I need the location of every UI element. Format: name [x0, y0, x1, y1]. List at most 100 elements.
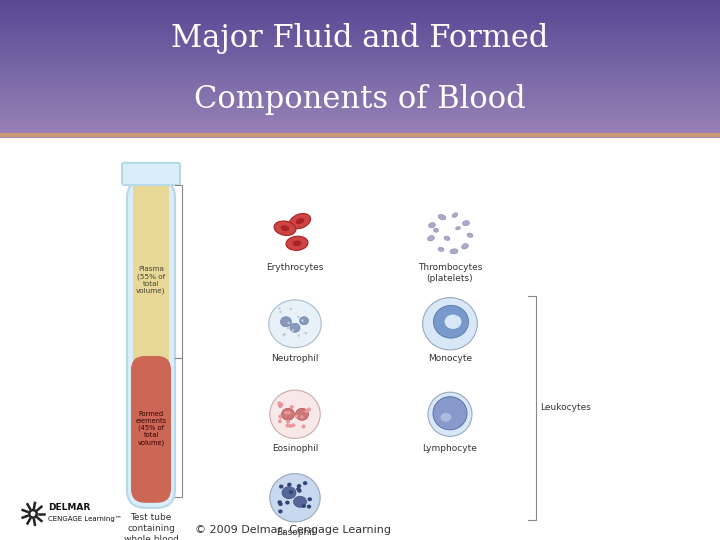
Bar — [0, 75, 720, 76]
Ellipse shape — [289, 424, 292, 428]
Bar — [0, 24, 720, 25]
Bar — [0, 127, 720, 128]
Ellipse shape — [279, 484, 284, 489]
Ellipse shape — [279, 415, 282, 419]
Ellipse shape — [287, 327, 289, 329]
Text: Basophil: Basophil — [276, 528, 314, 537]
Bar — [0, 13, 720, 14]
Bar — [0, 72, 720, 73]
Bar — [0, 70, 720, 71]
Bar — [0, 84, 720, 85]
Bar — [0, 90, 720, 91]
Bar — [0, 37, 720, 38]
Ellipse shape — [290, 323, 300, 332]
Bar — [0, 21, 720, 22]
Bar — [0, 61, 720, 62]
FancyBboxPatch shape — [133, 185, 169, 360]
Bar — [0, 130, 720, 131]
Bar — [0, 88, 720, 89]
Bar — [0, 5, 720, 6]
Bar — [0, 77, 720, 78]
Ellipse shape — [289, 308, 292, 310]
FancyBboxPatch shape — [122, 163, 180, 185]
Ellipse shape — [278, 420, 282, 423]
Bar — [0, 11, 720, 12]
Bar — [0, 29, 720, 30]
Bar — [0, 94, 720, 95]
Ellipse shape — [284, 333, 286, 335]
Ellipse shape — [297, 334, 300, 337]
Ellipse shape — [456, 227, 461, 230]
Text: © 2009 Delmar, Cengage Learning: © 2009 Delmar, Cengage Learning — [195, 525, 391, 535]
Ellipse shape — [433, 306, 469, 338]
Bar — [0, 4, 720, 5]
Ellipse shape — [287, 420, 290, 423]
Bar — [0, 81, 720, 82]
Text: Plasma
(55% of
total
volume): Plasma (55% of total volume) — [136, 266, 166, 294]
Ellipse shape — [287, 483, 292, 487]
Bar — [0, 22, 720, 23]
Ellipse shape — [278, 307, 281, 309]
Circle shape — [28, 509, 38, 519]
Ellipse shape — [279, 403, 283, 406]
Ellipse shape — [277, 500, 282, 504]
Ellipse shape — [281, 225, 289, 231]
Ellipse shape — [462, 221, 469, 226]
Bar — [0, 96, 720, 97]
Ellipse shape — [428, 235, 434, 241]
Bar — [0, 120, 720, 121]
Bar — [0, 66, 720, 67]
Ellipse shape — [438, 247, 444, 252]
Ellipse shape — [296, 487, 301, 491]
Ellipse shape — [303, 481, 307, 485]
Bar — [0, 43, 720, 44]
Text: Major Fluid and Formed: Major Fluid and Formed — [171, 23, 549, 54]
Bar — [0, 8, 720, 9]
Ellipse shape — [286, 424, 289, 427]
Bar — [0, 6, 720, 7]
Text: Thrombocytes
(platelets): Thrombocytes (platelets) — [418, 264, 482, 283]
Ellipse shape — [305, 409, 308, 413]
Ellipse shape — [433, 397, 467, 430]
FancyBboxPatch shape — [131, 356, 171, 503]
Bar — [0, 32, 720, 33]
Ellipse shape — [452, 213, 458, 218]
Ellipse shape — [282, 487, 296, 499]
Ellipse shape — [297, 489, 302, 493]
Bar — [0, 49, 720, 50]
Ellipse shape — [444, 236, 450, 240]
Ellipse shape — [300, 317, 308, 325]
Bar — [0, 111, 720, 112]
FancyBboxPatch shape — [127, 180, 175, 508]
Ellipse shape — [297, 484, 301, 488]
Bar — [0, 14, 720, 15]
Text: CENGAGE Learning™: CENGAGE Learning™ — [48, 516, 122, 522]
Bar — [0, 91, 720, 92]
Ellipse shape — [297, 316, 300, 318]
Bar — [0, 40, 720, 42]
Bar — [0, 35, 720, 36]
Ellipse shape — [428, 392, 472, 436]
Bar — [0, 132, 720, 133]
Bar — [0, 99, 720, 100]
Bar — [0, 83, 720, 84]
Bar — [0, 89, 720, 90]
Bar — [0, 80, 720, 81]
Bar — [0, 95, 720, 96]
Circle shape — [30, 511, 35, 516]
Bar — [0, 64, 720, 65]
Bar — [0, 123, 720, 124]
Bar — [0, 53, 720, 55]
Bar — [0, 46, 720, 47]
Ellipse shape — [286, 236, 308, 251]
Ellipse shape — [281, 317, 292, 327]
Ellipse shape — [279, 404, 282, 408]
Ellipse shape — [279, 310, 282, 313]
Bar — [0, 38, 720, 39]
Bar — [0, 20, 720, 21]
Ellipse shape — [462, 244, 468, 249]
Bar — [0, 23, 720, 24]
Ellipse shape — [295, 408, 308, 420]
Ellipse shape — [433, 228, 438, 232]
Bar — [0, 73, 720, 75]
